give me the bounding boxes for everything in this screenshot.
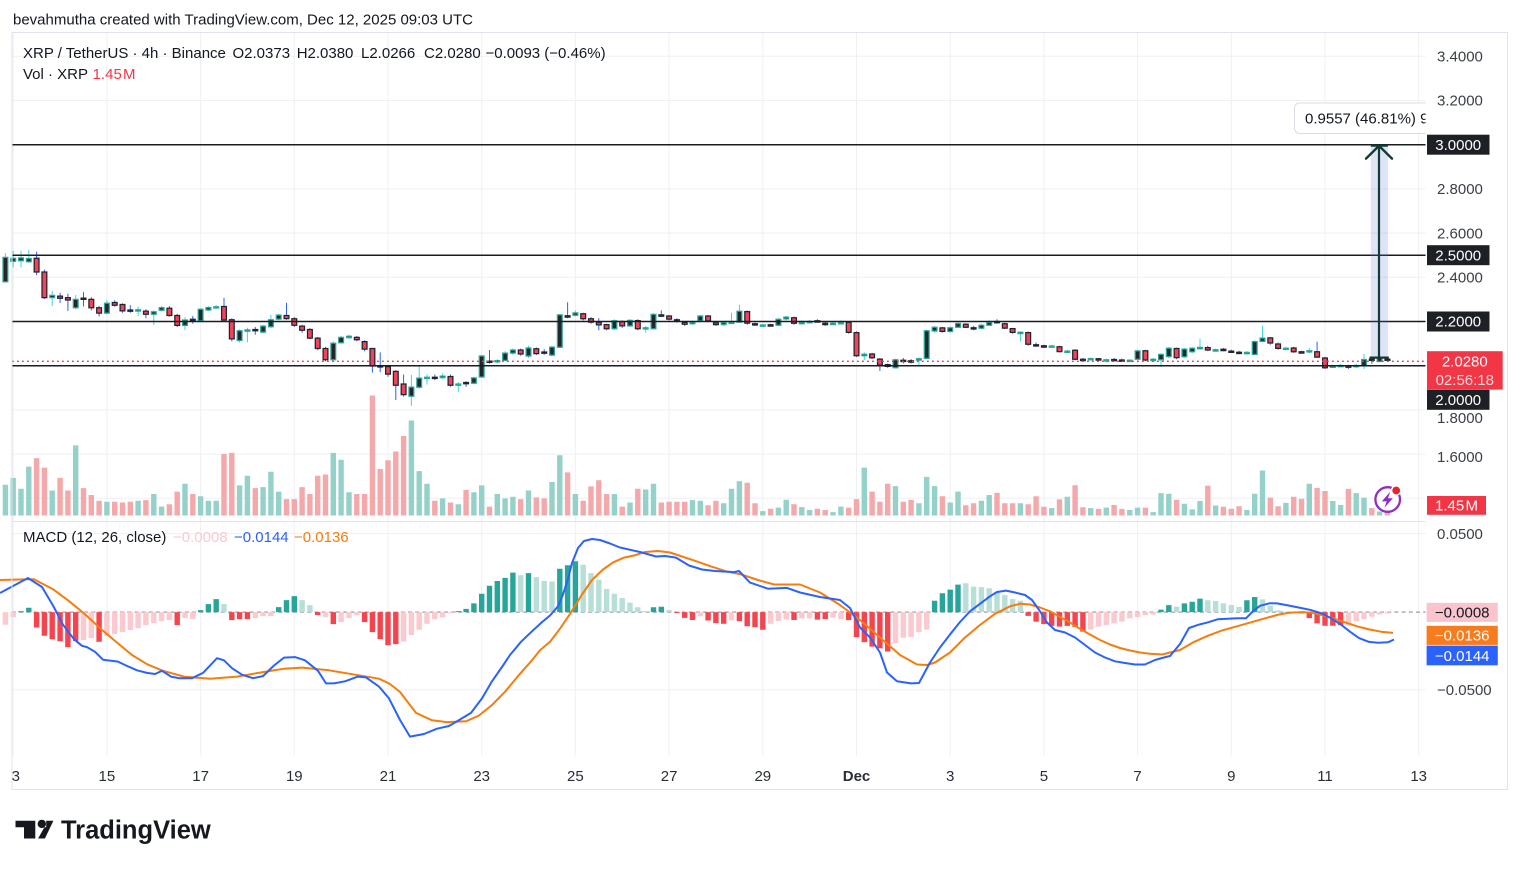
svg-text:21: 21	[380, 768, 397, 785]
svg-text:−0.0144: −0.0144	[234, 529, 289, 546]
svg-text:9: 9	[1227, 768, 1235, 785]
svg-text:7: 7	[1133, 768, 1141, 785]
svg-text:−0.0144: −0.0144	[1435, 648, 1490, 665]
svg-text:3.4000: 3.4000	[1437, 49, 1483, 66]
svg-text:−0.0008: −0.0008	[173, 529, 228, 546]
svg-text:13: 13	[1410, 768, 1427, 785]
svg-text:XRP / TetherUS · 4h · Binance: XRP / TetherUS · 4h · Binance	[23, 45, 226, 62]
svg-text:3: 3	[12, 768, 20, 785]
svg-text:3.2000: 3.2000	[1437, 93, 1483, 110]
svg-text:1.6000: 1.6000	[1437, 449, 1483, 466]
svg-text:O2.0373: O2.0373	[233, 45, 291, 62]
svg-text:2.0000: 2.0000	[1435, 392, 1481, 409]
svg-text:2.4000: 2.4000	[1437, 270, 1483, 287]
svg-text:L2.0266: L2.0266	[361, 45, 415, 62]
svg-text:5: 5	[1040, 768, 1048, 785]
svg-text:2.6000: 2.6000	[1437, 225, 1483, 242]
svg-text:2.0280: 2.0280	[1442, 354, 1488, 371]
svg-text:17: 17	[192, 768, 209, 785]
svg-text:2.8000: 2.8000	[1437, 181, 1483, 198]
svg-text:0.9557 (46.81%) 9,: 0.9557 (46.81%) 9,	[1305, 111, 1433, 128]
svg-text:−0.0136: −0.0136	[1435, 628, 1490, 645]
svg-text:19: 19	[286, 768, 303, 785]
svg-text:3.0000: 3.0000	[1435, 137, 1481, 154]
svg-text:1.45 M: 1.45 M	[93, 66, 136, 83]
svg-text:3: 3	[946, 768, 954, 785]
svg-text:25: 25	[567, 768, 584, 785]
svg-text:1.45 M: 1.45 M	[1435, 497, 1478, 514]
svg-text:−0.0093 (−0.46%): −0.0093 (−0.46%)	[486, 45, 606, 62]
svg-text:27: 27	[661, 768, 678, 785]
svg-text:1.8000: 1.8000	[1437, 410, 1483, 427]
svg-text:11: 11	[1317, 768, 1333, 785]
svg-text:−0.0500: −0.0500	[1437, 682, 1492, 699]
svg-text:bevahmutha created with Tradin: bevahmutha created with TradingView.com,…	[13, 12, 473, 29]
svg-text:23: 23	[473, 768, 490, 785]
svg-text:MACD (12, 26, close): MACD (12, 26, close)	[23, 529, 166, 546]
svg-text:02:56:18: 02:56:18	[1436, 372, 1494, 389]
svg-text:0.0500: 0.0500	[1437, 526, 1483, 543]
svg-text:2.5000: 2.5000	[1435, 247, 1481, 264]
svg-text:Vol · XRP: Vol · XRP	[23, 66, 88, 83]
svg-text:TradingView: TradingView	[61, 816, 211, 844]
svg-text:C2.0280: C2.0280	[424, 45, 481, 62]
svg-text:Dec: Dec	[843, 768, 871, 785]
svg-text:H2.0380: H2.0380	[297, 45, 354, 62]
svg-text:15: 15	[99, 768, 116, 785]
svg-text:2.2000: 2.2000	[1435, 314, 1481, 331]
svg-text:−0.0008: −0.0008	[1435, 605, 1490, 622]
svg-text:29: 29	[754, 768, 771, 785]
svg-text:−0.0136: −0.0136	[294, 529, 349, 546]
